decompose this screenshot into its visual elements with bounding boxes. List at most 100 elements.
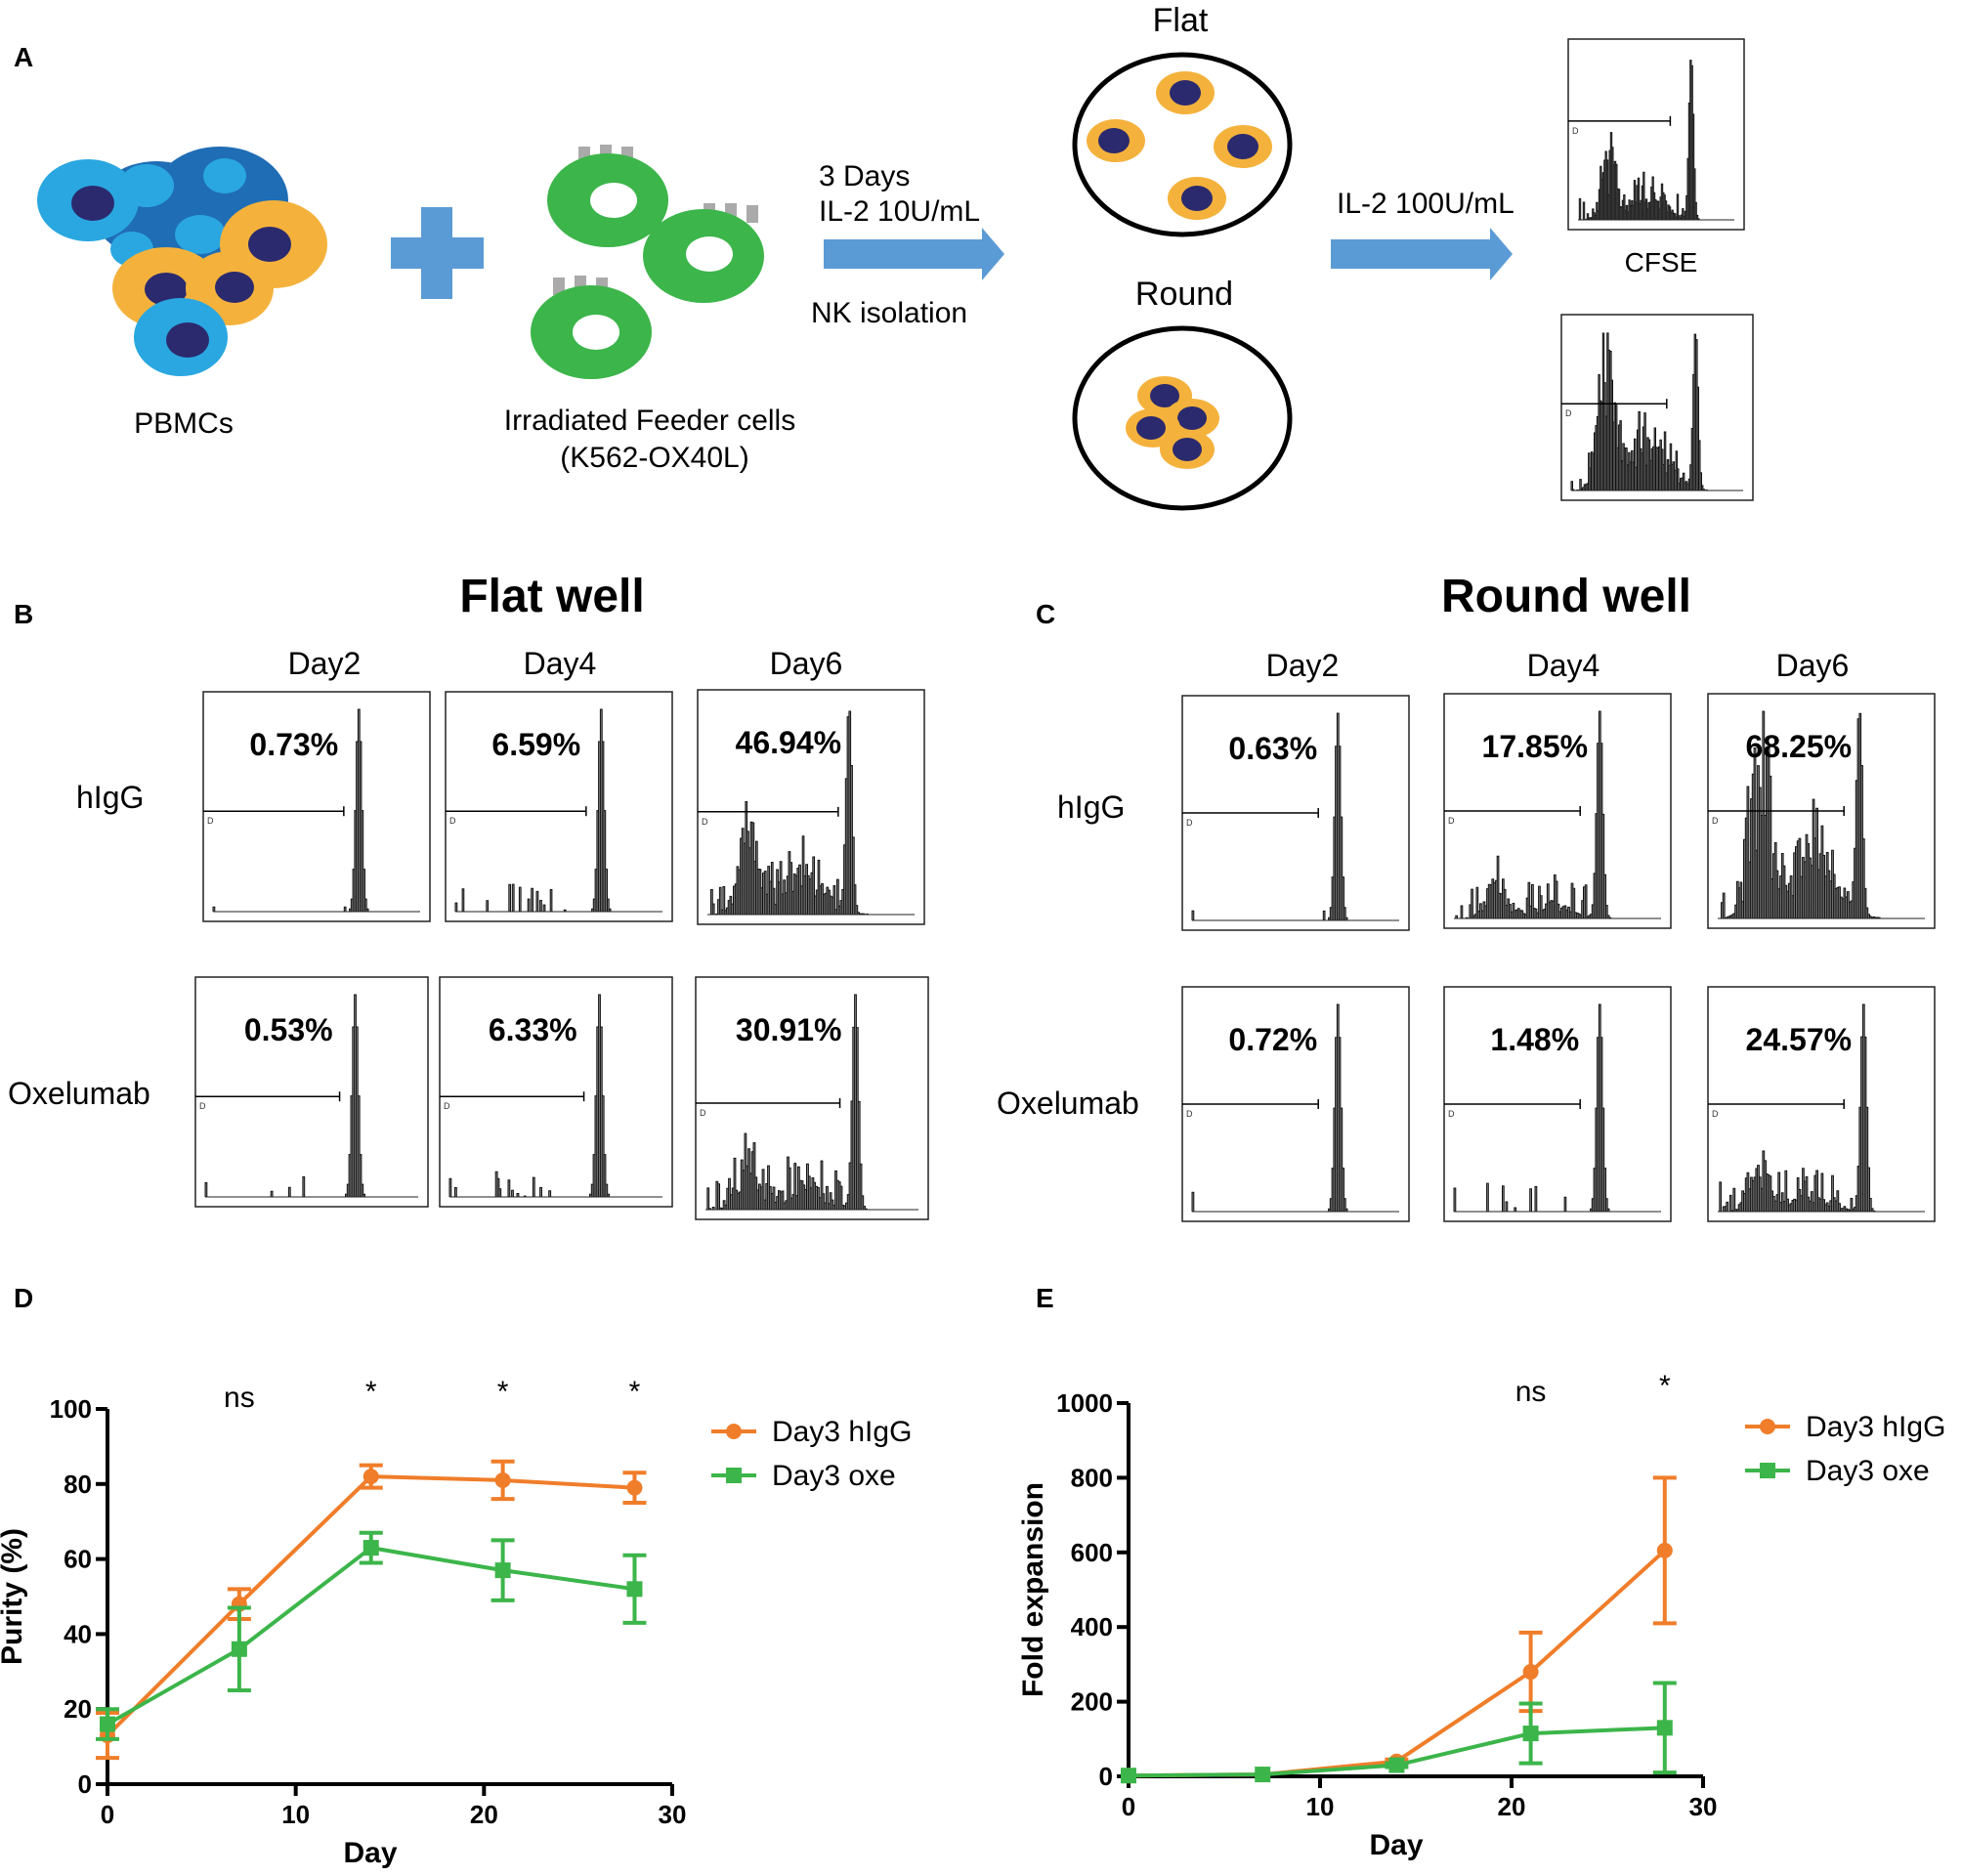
series-line — [1128, 1549, 1667, 1778]
histogram-bars — [1455, 710, 1612, 918]
round-row-oxelumab-label: Oxelumab — [997, 1086, 1139, 1121]
gate-label: D — [1712, 1109, 1719, 1119]
histogram-bars — [706, 994, 868, 1210]
feeder-label-line1: Irradiated Feeder cells — [504, 405, 795, 437]
flat-day4-label: Day4 — [524, 646, 597, 681]
gate-percentage: 24.57% — [1746, 1022, 1853, 1057]
gate-percentage: 17.85% — [1482, 729, 1589, 764]
flat-histogram-higg-day4: D 6.59% — [445, 691, 673, 922]
data-point — [1522, 1664, 1539, 1681]
legend-entry: Day3 oxe — [711, 1460, 896, 1492]
round-well-illustration — [1072, 325, 1293, 511]
cfse-histogram-bottom: D — [1560, 314, 1754, 501]
pbmc-label: PBMCs — [134, 407, 234, 440]
gate-percentage: 0.53% — [244, 1012, 333, 1047]
x-tick-label: 20 — [470, 1800, 498, 1829]
series-day3-oxe — [96, 1530, 647, 1741]
histogram-bars — [448, 994, 610, 1197]
data-point — [1522, 1726, 1539, 1742]
cfse-histogram-top: D — [1567, 38, 1745, 231]
y-tick-label: 0 — [1099, 1762, 1113, 1791]
flat-well-histogram-grid: D 0.73% D 6.59% D 46.94% D 0.53% D 6.33% D 30.91% — [194, 689, 929, 1220]
x-tick-label: 20 — [1498, 1792, 1526, 1821]
flat-histogram-higg-day6: D 46.94% — [697, 689, 925, 925]
gate-label: D — [1712, 816, 1719, 826]
round-histogram-oxelumab-day4: D 1.48% — [1443, 986, 1672, 1222]
gate-label: D — [1448, 1109, 1455, 1119]
panel-letter-c: C — [1036, 599, 1055, 629]
flat-day2-label: Day2 — [288, 646, 362, 681]
significance-annotation: * — [629, 1376, 641, 1408]
gate-percentage: 68.25% — [1746, 729, 1853, 764]
histogram-frame — [439, 976, 673, 1208]
legend-entry: Day3 oxe — [1745, 1455, 1930, 1487]
x-axis-title: Day — [343, 1837, 397, 1869]
data-point — [1388, 1757, 1405, 1773]
gate-percentage: 46.94% — [736, 725, 842, 760]
step1-il2-label: IL-2 10U/mL — [819, 195, 980, 228]
data-point — [363, 1540, 379, 1556]
flat-histogram-higg-day2: D 0.73% — [202, 691, 431, 922]
cfse-histogram-top: D — [1567, 38, 1745, 231]
panel-letter-a: A — [14, 42, 33, 72]
data-point — [1121, 1768, 1136, 1784]
x-axis-title: Day — [1369, 1829, 1423, 1861]
cfse-label: CFSE — [1625, 247, 1698, 277]
round-day4-label: Day4 — [1527, 648, 1600, 683]
panel-letter-e: E — [1036, 1283, 1054, 1313]
flat-histogram-oxelumab-day6: D 30.91% — [695, 976, 929, 1220]
flat-well-title: Flat well — [459, 571, 644, 622]
data-point — [100, 1716, 115, 1732]
right-arrow-icon — [824, 228, 1004, 280]
round-histogram-higg-day2: D 0.63% — [1181, 695, 1410, 931]
flat-day6-label: Day6 — [770, 646, 843, 681]
panel-letter-d: D — [14, 1283, 33, 1313]
y-tick-label: 60 — [64, 1545, 92, 1574]
round-histogram-oxelumab-day6: D 24.57% — [1707, 986, 1936, 1222]
data-point — [626, 1479, 643, 1496]
y-axis-title: Fold expansion — [1017, 1482, 1049, 1697]
step1-isolation-label: NK isolation — [811, 297, 967, 329]
data-point — [494, 1471, 511, 1488]
legend-entry: Day3 hIgG — [711, 1416, 912, 1448]
x-tick-label: 0 — [101, 1800, 114, 1829]
gate-label: D — [1448, 816, 1455, 826]
gate-label: D — [199, 1101, 206, 1111]
cfse-histogram-bottom: D — [1560, 314, 1754, 501]
histogram-bars — [1721, 710, 1881, 918]
gate-label: D — [449, 816, 456, 826]
round-row-hIgG-label: hIgG — [1057, 789, 1125, 825]
data-point — [1656, 1542, 1673, 1558]
round-histogram-oxelumab-day2: D 0.72% — [1181, 986, 1410, 1222]
gate-label: D — [1186, 818, 1193, 828]
histogram-frame — [1567, 38, 1745, 231]
y-tick-label: 100 — [50, 1394, 92, 1424]
significance-annotation: ns — [224, 1382, 255, 1414]
step2-il2-label: IL-2 100U/mL — [1337, 188, 1514, 220]
histogram-frame — [445, 691, 673, 922]
round-day6-label: Day6 — [1776, 648, 1850, 683]
legend-label: Day3 oxe — [1806, 1455, 1930, 1487]
histogram-bars — [1191, 712, 1348, 920]
histogram-bars — [1453, 1003, 1610, 1212]
gate-percentage: 30.91% — [736, 1012, 842, 1047]
x-tick-label: 10 — [1306, 1792, 1335, 1821]
gate-percentage: 0.73% — [249, 727, 338, 762]
round-well-title: Round well — [1441, 571, 1691, 622]
feeder-label-line2: (K562-OX40L) — [560, 442, 748, 474]
fold-expansion-line-chart: 0 200 400 600 800 1000 0 10 20 30 Day Fold expansio… — [1017, 1370, 1945, 1861]
series-day3-oxe — [1121, 1681, 1677, 1784]
flat-histogram-oxelumab-day2: D 0.53% — [194, 976, 429, 1208]
x-tick-label: 30 — [659, 1800, 687, 1829]
y-tick-label: 20 — [64, 1694, 92, 1724]
legend-entry: Day3 hIgG — [1745, 1411, 1945, 1443]
gate-label: D — [444, 1101, 450, 1111]
y-tick-label: 80 — [64, 1470, 92, 1499]
gate-percentage: 1.48% — [1490, 1022, 1579, 1057]
plus-icon — [391, 207, 484, 299]
data-point — [1255, 1767, 1271, 1783]
gate-label: D — [207, 816, 214, 826]
y-tick-label: 800 — [1071, 1463, 1113, 1492]
histogram-bars — [1191, 1003, 1348, 1212]
